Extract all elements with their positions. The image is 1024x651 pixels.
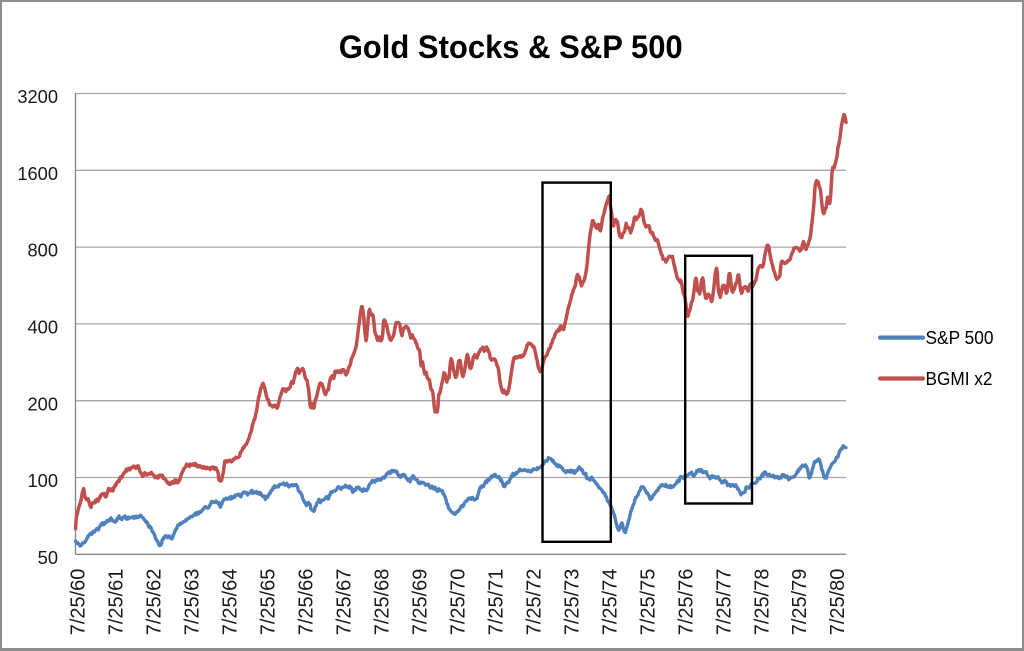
svg-text:7/25/67: 7/25/67 [334,569,356,636]
svg-text:7/25/76: 7/25/76 [675,569,697,636]
svg-text:7/25/75: 7/25/75 [637,569,659,636]
svg-text:7/25/68: 7/25/68 [372,569,394,636]
svg-text:Gold Stocks & S&P 500: Gold Stocks & S&P 500 [339,29,683,65]
svg-text:7/25/62: 7/25/62 [144,569,166,636]
svg-text:BGMI x2: BGMI x2 [926,369,993,389]
svg-text:7/25/74: 7/25/74 [599,569,621,636]
svg-text:7/25/73: 7/25/73 [561,569,583,636]
svg-text:200: 200 [27,393,58,414]
svg-text:7/25/77: 7/25/77 [713,569,735,636]
svg-text:7/25/70: 7/25/70 [447,569,469,636]
svg-text:7/25/79: 7/25/79 [789,569,811,636]
svg-text:S&P 500: S&P 500 [926,328,994,348]
svg-text:7/25/60: 7/25/60 [68,569,90,636]
svg-text:7/25/71: 7/25/71 [485,569,507,636]
svg-text:7/25/69: 7/25/69 [410,569,432,636]
svg-text:100: 100 [27,470,58,491]
svg-text:3200: 3200 [17,86,58,107]
svg-text:50: 50 [38,547,58,568]
svg-text:7/25/61: 7/25/61 [106,569,128,636]
svg-text:7/25/65: 7/25/65 [258,569,280,636]
svg-text:7/25/64: 7/25/64 [220,569,242,636]
svg-text:7/25/78: 7/25/78 [751,569,773,636]
svg-text:400: 400 [27,317,58,338]
svg-text:7/25/66: 7/25/66 [296,569,318,636]
svg-text:800: 800 [27,240,58,261]
svg-text:7/25/80: 7/25/80 [827,569,849,636]
svg-text:1600: 1600 [17,163,58,184]
svg-text:7/25/63: 7/25/63 [182,569,204,636]
svg-text:7/25/72: 7/25/72 [523,569,545,636]
